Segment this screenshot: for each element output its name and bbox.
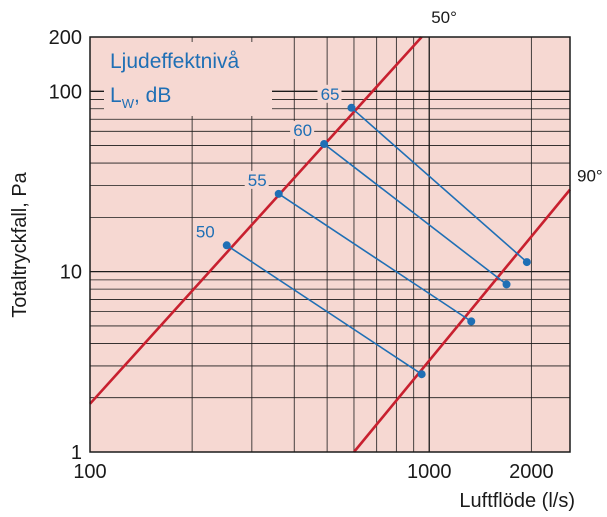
legend-title-line2: LW, dB (110, 84, 171, 111)
y-tick-label: 200 (49, 27, 82, 49)
sound-label-backdrop (244, 170, 269, 189)
damper-line (89, 36, 423, 405)
sound-line (278, 193, 472, 323)
y-tick-label: 10 (60, 262, 82, 284)
damper-lines: 50° 90° (89, 8, 603, 453)
x-tick-labels: 100 1000 2000 (73, 461, 553, 483)
x-axis-label: Luftflöde (l/s) (459, 490, 575, 512)
sound-label-backdrop (317, 84, 342, 103)
data-point (467, 317, 476, 326)
y-tick-labels: 1 10 100 200 (49, 27, 82, 464)
sound-lines: 50 55 60 65 (192, 84, 531, 379)
data-point (320, 140, 329, 149)
data-point (522, 258, 531, 267)
sound-label: 60 (293, 121, 312, 140)
x-tick-label: 1000 (407, 461, 452, 483)
data-point (347, 103, 356, 112)
legend-backdrop (104, 42, 272, 116)
y-tick-label: 1 (71, 442, 82, 464)
legend-subscript-W: W (122, 96, 135, 111)
sound-label-backdrop (192, 222, 217, 241)
y-axis-label: Totaltryckfall, Pa (9, 171, 31, 317)
data-point (222, 241, 231, 250)
legend-unit: , dB (134, 84, 171, 107)
x-tick-label: 2000 (509, 461, 554, 483)
sound-label: 65 (321, 85, 340, 104)
y-tick-label: 100 (49, 81, 82, 103)
legend-title-line1: Ljudeffektnivå (110, 50, 240, 73)
sound-label: 55 (248, 171, 267, 190)
damper-label: 90° (577, 167, 603, 186)
sound-label: 50 (196, 222, 215, 241)
x-tick-label: 100 (73, 461, 106, 483)
data-point (502, 280, 511, 289)
legend-L: L (110, 84, 122, 107)
sound-line (323, 143, 508, 286)
damper-label: 50° (431, 8, 457, 27)
damper-line (352, 188, 572, 453)
sound-line (226, 244, 423, 375)
sound-line (350, 107, 528, 263)
legend-box: Ljudeffektnivå LW, dB (104, 42, 272, 116)
plot-frame (89, 36, 571, 453)
data-point (417, 370, 426, 379)
sound-label-backdrop (290, 121, 315, 140)
data-point (274, 189, 283, 198)
